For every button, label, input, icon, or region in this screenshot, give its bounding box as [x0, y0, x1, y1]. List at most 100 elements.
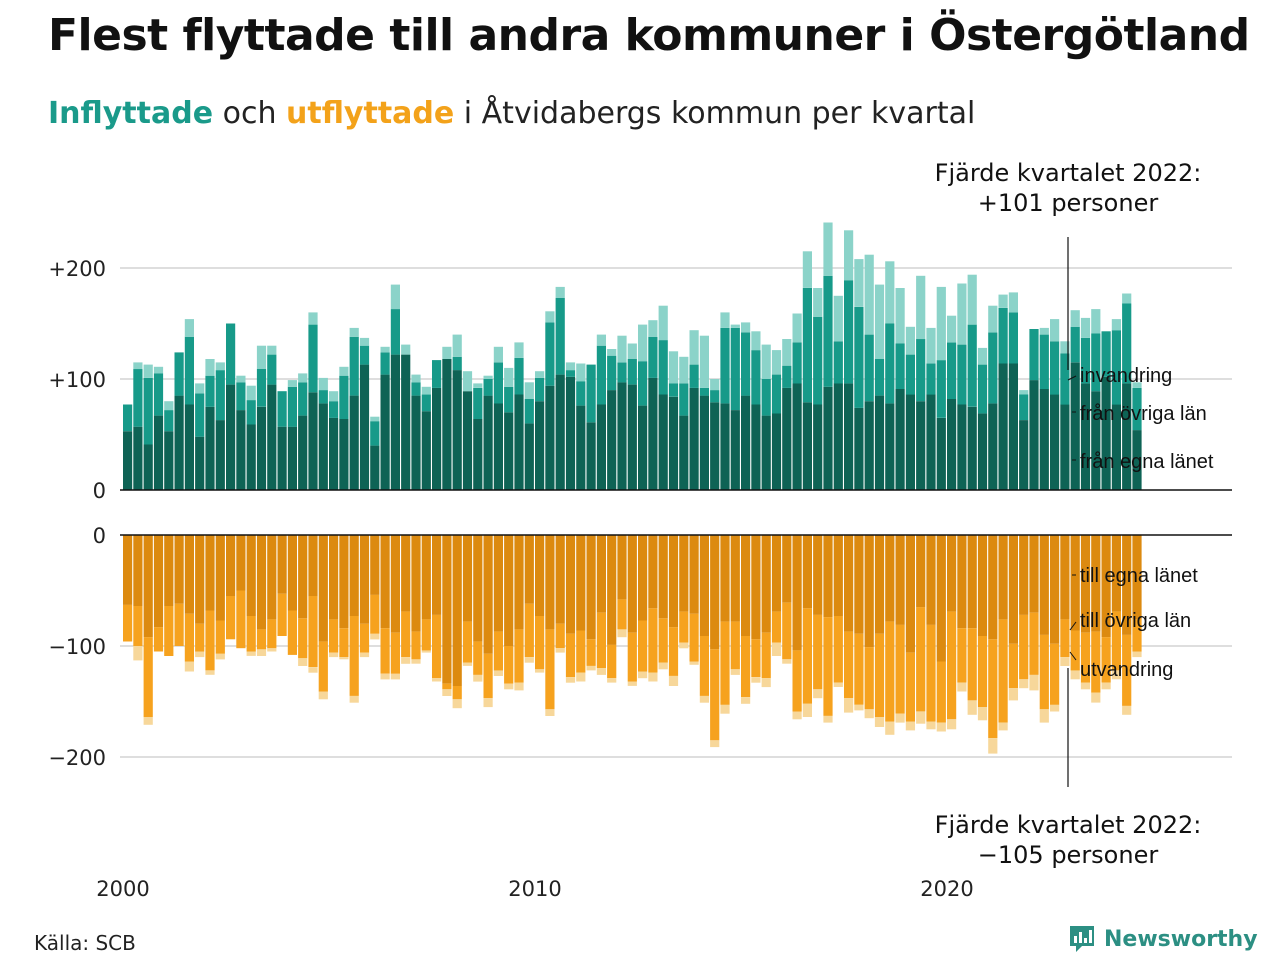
- bar-in-immigration: [1019, 390, 1029, 395]
- bar-in-own-county: [998, 363, 1008, 490]
- bar-in-other-counties: [854, 306, 864, 408]
- bar-out-other-counties: [153, 627, 164, 652]
- bar-out-emigration: [1008, 688, 1018, 701]
- bar-in-own-county: [833, 383, 843, 490]
- annotation-top-line1: Fjärde kvartalet 2022:: [935, 159, 1202, 187]
- bar-out-own-county: [947, 535, 957, 612]
- bar-out-own-county: [432, 535, 442, 615]
- bar-in-immigration: [390, 284, 400, 309]
- bar-out-emigration: [339, 657, 349, 660]
- bar-in-immigration: [1008, 292, 1018, 313]
- bar-in-immigration: [1039, 327, 1049, 335]
- bar-in-own-county: [565, 376, 576, 490]
- bar-out-own-county: [133, 535, 143, 606]
- bar-out-own-county: [1101, 535, 1111, 638]
- bar-out-other-counties: [308, 596, 318, 667]
- bar-in-immigration: [1050, 319, 1060, 342]
- bar-in-immigration: [205, 359, 215, 376]
- bar-in-other-counties: [998, 308, 1008, 364]
- bar-out-other-counties: [318, 641, 328, 692]
- bar-in-own-county: [1101, 376, 1111, 490]
- bar-in-immigration: [658, 305, 668, 341]
- annotation-bottom-value: −105 personer: [978, 841, 1159, 869]
- bar-in-immigration: [720, 312, 730, 328]
- bar-in-own-county: [535, 401, 545, 490]
- bar-in-immigration: [493, 346, 503, 363]
- bar-in-immigration: [246, 385, 256, 401]
- bar-in-other-counties: [1091, 333, 1101, 392]
- series-label-till-egna-lanet: till egna länet: [1080, 565, 1198, 587]
- bar-out-emigration: [1039, 709, 1049, 723]
- bar-out-other-counties: [586, 639, 596, 666]
- bar-out-other-counties: [545, 629, 555, 710]
- bar-out-other-counties: [483, 653, 493, 699]
- bar-in-own-county: [782, 387, 792, 490]
- bar-in-other-counties: [318, 390, 328, 404]
- bar-out-own-county: [184, 535, 194, 614]
- bar-out-emigration: [761, 678, 771, 688]
- bar-in-own-county: [1019, 420, 1029, 490]
- bar-in-own-county: [215, 420, 225, 490]
- bar-in-own-county: [648, 377, 658, 490]
- bar-in-immigration: [926, 327, 936, 364]
- bar-in-immigration: [998, 294, 1008, 308]
- bar-in-immigration: [751, 331, 761, 351]
- bar-out-other-counties: [792, 650, 802, 712]
- bar-in-own-county: [164, 431, 174, 490]
- y-tick-bottom-100: −100: [48, 635, 106, 659]
- bar-in-immigration: [1132, 382, 1142, 388]
- bar-out-emigration: [555, 648, 565, 653]
- bar-in-immigration: [1091, 309, 1101, 334]
- bar-out-other-counties: [215, 620, 225, 654]
- bar-out-own-county: [504, 535, 514, 646]
- bar-in-immigration: [195, 383, 205, 394]
- bar-out-emigration: [679, 642, 689, 649]
- bar-out-own-county: [782, 535, 792, 603]
- bar-out-other-counties: [1101, 637, 1111, 683]
- bar-in-other-counties: [689, 364, 699, 388]
- bar-in-immigration: [473, 383, 483, 388]
- bar-out-emigration: [205, 670, 215, 675]
- bar-out-own-county: [473, 535, 483, 642]
- bar-out-other-counties: [432, 614, 442, 679]
- bar-in-other-counties: [1122, 303, 1132, 384]
- bar-in-immigration: [483, 375, 493, 379]
- bar-out-other-counties: [452, 686, 462, 700]
- leader-invandring: [1067, 375, 1077, 381]
- bar-out-other-counties: [741, 636, 751, 698]
- bar-out-other-counties: [895, 624, 905, 714]
- bar-out-other-counties: [874, 633, 885, 718]
- bar-out-emigration: [462, 662, 473, 666]
- bar-in-other-counties: [153, 373, 164, 416]
- bar-out-emigration: [442, 689, 452, 696]
- bar-out-emigration: [627, 681, 637, 686]
- bar-in-immigration: [1060, 341, 1070, 354]
- x-tick-2000: 2000: [96, 877, 149, 901]
- bar-out-other-counties: [1039, 634, 1049, 710]
- bar-in-own-county: [741, 395, 751, 490]
- bar-in-immigration: [514, 342, 524, 358]
- bar-in-own-county: [442, 359, 452, 490]
- bar-out-own-county: [514, 535, 524, 630]
- bar-out-other-counties: [535, 616, 545, 670]
- x-tick-2010: 2010: [508, 877, 561, 901]
- bar-out-emigration: [596, 668, 606, 675]
- bar-out-other-counties: [977, 636, 988, 707]
- bar-in-own-county: [421, 411, 431, 490]
- x-tick-2020: 2020: [920, 877, 973, 901]
- bar-out-emigration: [977, 707, 988, 721]
- bar-out-other-counties: [782, 602, 792, 660]
- bar-in-own-county: [617, 382, 627, 490]
- bar-in-other-counties: [164, 410, 174, 432]
- bar-in-other-counties: [545, 322, 555, 386]
- bar-out-other-counties: [720, 621, 730, 705]
- bar-out-emigration: [504, 683, 514, 690]
- bar-out-own-county: [390, 535, 400, 633]
- bar-in-other-counties: [751, 350, 761, 405]
- bar-out-emigration: [751, 677, 761, 683]
- bar-out-emigration: [473, 674, 483, 682]
- bar-out-emigration: [998, 722, 1008, 731]
- bar-out-own-county: [370, 535, 380, 595]
- bar-out-other-counties: [936, 661, 946, 723]
- bar-out-emigration: [452, 699, 462, 709]
